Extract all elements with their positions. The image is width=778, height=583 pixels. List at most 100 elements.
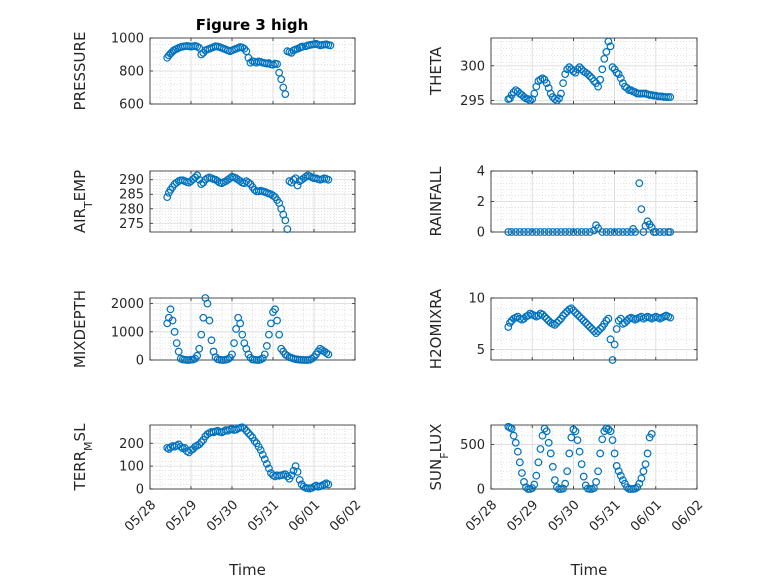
data-point	[557, 89, 565, 98]
data-point	[557, 228, 565, 236]
data-point	[542, 314, 551, 323]
subplot-h2omixra: 5 10 H2OMIXRA	[427, 288, 698, 369]
data-point	[651, 228, 660, 236]
y-tick-label: 2	[477, 195, 485, 210]
data-point	[528, 228, 537, 236]
data-point	[293, 181, 302, 190]
data-point	[504, 228, 513, 236]
data-point	[504, 323, 513, 331]
x-tick-label: 05/29	[504, 498, 541, 535]
data-point	[565, 449, 574, 458]
data-point	[614, 228, 623, 236]
data-point	[240, 424, 249, 433]
data-point	[507, 228, 516, 236]
data-point	[281, 90, 290, 98]
data-point	[627, 86, 635, 95]
data-point	[643, 449, 652, 458]
data-point	[548, 228, 557, 236]
data-point	[271, 305, 279, 314]
data-point	[585, 228, 594, 236]
data-point	[322, 349, 331, 357]
figure-title: Figure 3 high	[196, 16, 309, 34]
data-point	[639, 467, 648, 476]
data-point	[536, 75, 545, 84]
y-axis-label: RAINFALL	[427, 166, 445, 237]
data-point	[637, 205, 646, 214]
data-point	[573, 436, 582, 445]
y-tick-label: 800	[119, 65, 144, 80]
data-point	[602, 316, 611, 325]
tick-marks	[149, 171, 356, 232]
data-point	[538, 310, 547, 319]
data-point	[265, 464, 273, 473]
data-point	[565, 228, 574, 236]
y-axis-label: MIXDEPTH	[71, 290, 89, 368]
data-point	[596, 449, 605, 458]
data-point	[193, 42, 202, 51]
data-point	[258, 354, 267, 363]
data-point	[616, 74, 625, 83]
data-point	[507, 424, 516, 433]
y-tick-label: 0	[136, 354, 144, 369]
data-point	[614, 467, 623, 476]
data-point	[273, 316, 282, 325]
data-point	[567, 433, 576, 442]
data-point	[559, 484, 567, 493]
data-point	[596, 325, 605, 333]
data-point	[240, 44, 249, 53]
data-point	[647, 429, 656, 438]
data-point	[573, 310, 582, 319]
data-point	[244, 178, 253, 187]
y-tick-label: 290	[119, 173, 144, 188]
data-point	[610, 340, 619, 349]
data-point	[553, 318, 561, 327]
data-point	[666, 228, 675, 236]
y-tick-label: 5	[477, 343, 485, 358]
x-tick-label: 05/30	[204, 498, 241, 535]
y-tick-label: 2000	[111, 297, 144, 312]
data-point	[583, 70, 592, 79]
data-point	[195, 344, 204, 353]
data-point	[238, 330, 247, 339]
data-point	[287, 471, 296, 480]
data-point	[326, 41, 335, 50]
data-point	[600, 54, 609, 63]
y-tick-label: 280	[119, 202, 144, 217]
data-point	[561, 309, 570, 318]
data-point	[544, 228, 553, 236]
data-point	[579, 472, 588, 481]
data-point	[550, 320, 559, 329]
data-series	[504, 179, 675, 236]
data-point	[594, 82, 603, 91]
data-point	[211, 353, 220, 362]
y-axis-label: AIRTEMP	[71, 170, 95, 233]
data-point	[577, 460, 586, 469]
data-point	[203, 299, 212, 308]
data-point	[195, 440, 204, 449]
data-point	[592, 477, 600, 486]
data-point	[546, 449, 555, 458]
data-point	[610, 449, 619, 458]
data-point	[561, 70, 570, 79]
data-point	[540, 312, 549, 321]
data-point	[273, 60, 282, 68]
data-point	[223, 355, 232, 364]
data-point	[530, 480, 539, 489]
data-point	[532, 471, 541, 480]
data-point	[594, 327, 603, 335]
data-point	[267, 319, 275, 328]
x-axis-label: Time	[228, 561, 266, 579]
data-point	[575, 312, 584, 321]
minor-grid	[149, 170, 356, 233]
data-point	[565, 63, 574, 72]
data-point	[606, 335, 615, 344]
x-axis-label: Time	[570, 561, 608, 579]
data-point	[283, 225, 292, 233]
data-point	[635, 179, 644, 188]
data-series	[504, 422, 656, 493]
tick-marks	[490, 170, 698, 233]
axes-box	[490, 424, 698, 490]
data-point	[666, 93, 675, 101]
data-point	[555, 316, 563, 325]
